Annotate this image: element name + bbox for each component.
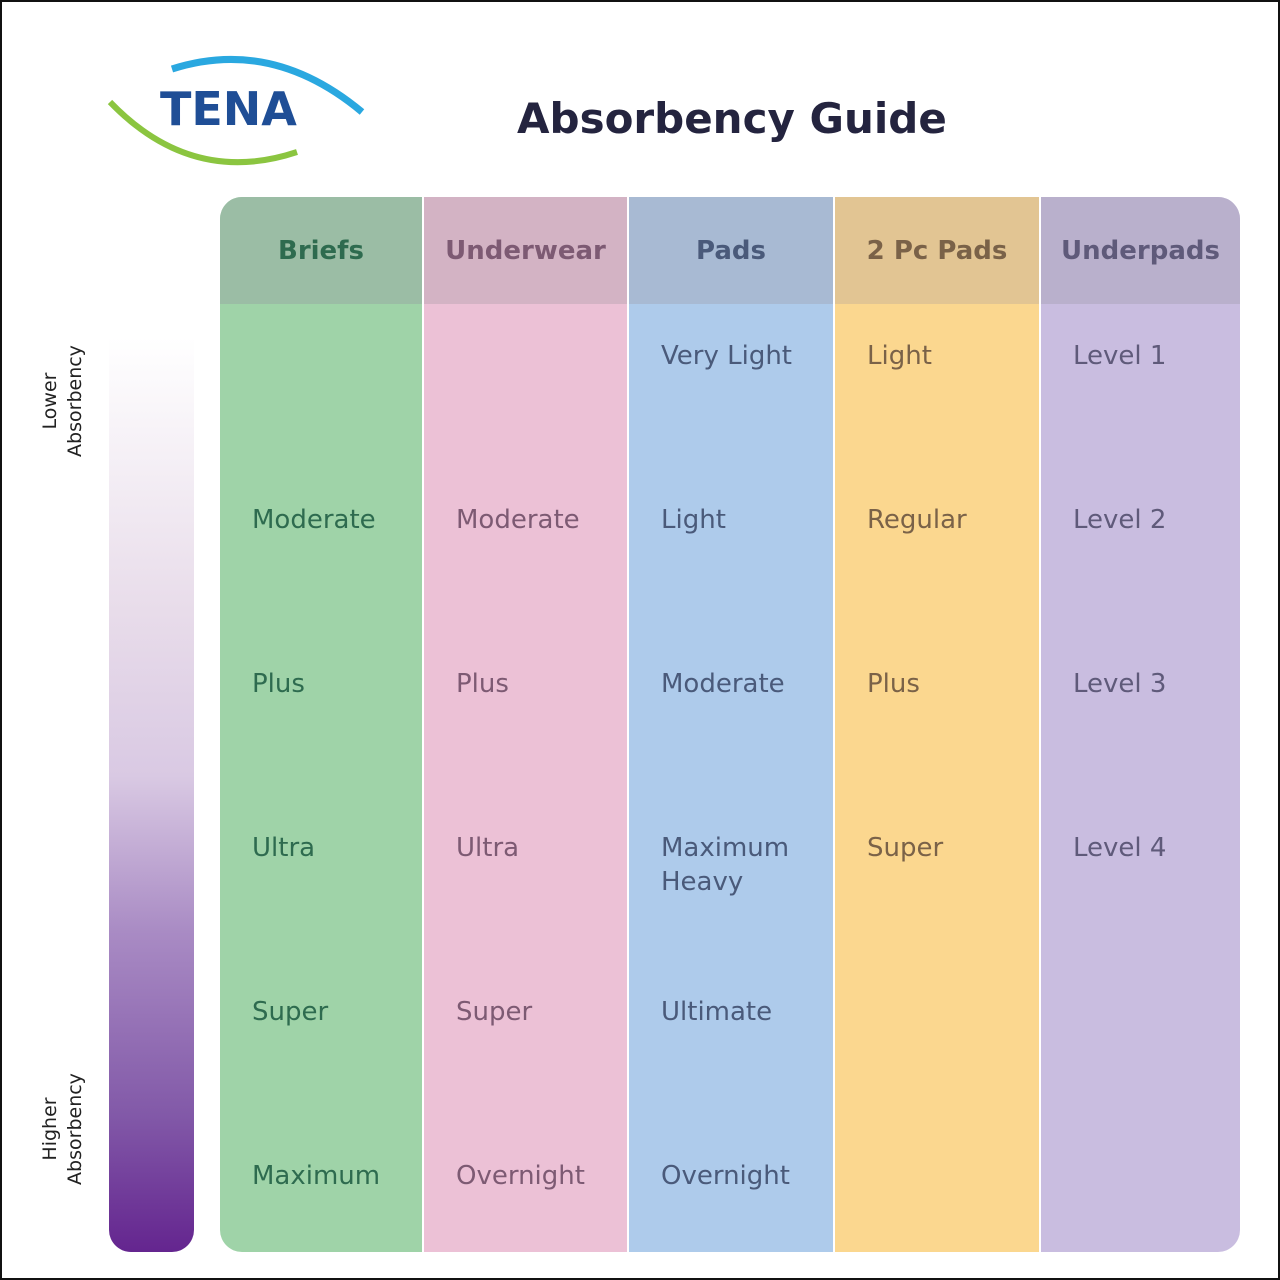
cell: Level 4 <box>1073 833 1167 863</box>
logo-text: TENA <box>160 82 297 136</box>
cell: Super <box>456 997 533 1027</box>
column-header: Pads <box>629 197 833 304</box>
cell: Plus <box>252 669 305 699</box>
cell: Level 3 <box>1073 669 1167 699</box>
cell: Ultra <box>456 833 520 863</box>
cell: Regular <box>867 505 967 535</box>
column-header: Underwear <box>424 197 627 304</box>
cell: Ultimate <box>661 997 773 1027</box>
cell: Plus <box>867 669 920 699</box>
cell: Moderate <box>661 669 785 699</box>
logo: TENA <box>107 56 365 166</box>
cell: Maximum <box>252 1161 381 1191</box>
column: Underwear Moderate Plus Ultra Super Overnight <box>424 197 627 1252</box>
title: Absorbency Guide <box>517 94 947 143</box>
cell: Overnight <box>661 1161 790 1191</box>
column-header: Briefs <box>220 197 422 304</box>
absorbency-scale <box>109 337 194 1252</box>
cell: Moderate <box>252 505 376 535</box>
cell: Super <box>867 833 944 863</box>
cell: Level 1 <box>1073 341 1167 371</box>
cell: Super <box>252 997 329 1027</box>
cell: Very Light <box>661 341 792 371</box>
cell: Level 2 <box>1073 505 1167 535</box>
column-header: 2 Pc Pads <box>835 197 1039 304</box>
scale-label-top: Lower Absorbency <box>39 345 86 457</box>
cell: Plus <box>456 669 509 699</box>
cell: Light <box>661 505 726 535</box>
column-header: Underpads <box>1041 197 1240 304</box>
cell: Ultra <box>252 833 316 863</box>
cell: Moderate <box>456 505 580 535</box>
cell: Light <box>867 341 932 371</box>
cell: Overnight <box>456 1161 585 1191</box>
column: Pads Very Light Light Moderate Maximum Heavy… <box>629 197 833 1252</box>
logo-arc <box>170 56 365 115</box>
column: 2 Pc Pads Light Regular Plus Super <box>835 197 1039 1252</box>
cell: Maximum Heavy <box>661 833 790 897</box>
logo-arc <box>107 99 298 166</box>
column: Underpads Level 1 Level 2 Level 3 Level 4 <box>1041 197 1240 1252</box>
column: Briefs Moderate Plus Ultra Super Maximum <box>220 197 422 1252</box>
scale-label-bottom: Higher Absorbency <box>39 1073 86 1185</box>
